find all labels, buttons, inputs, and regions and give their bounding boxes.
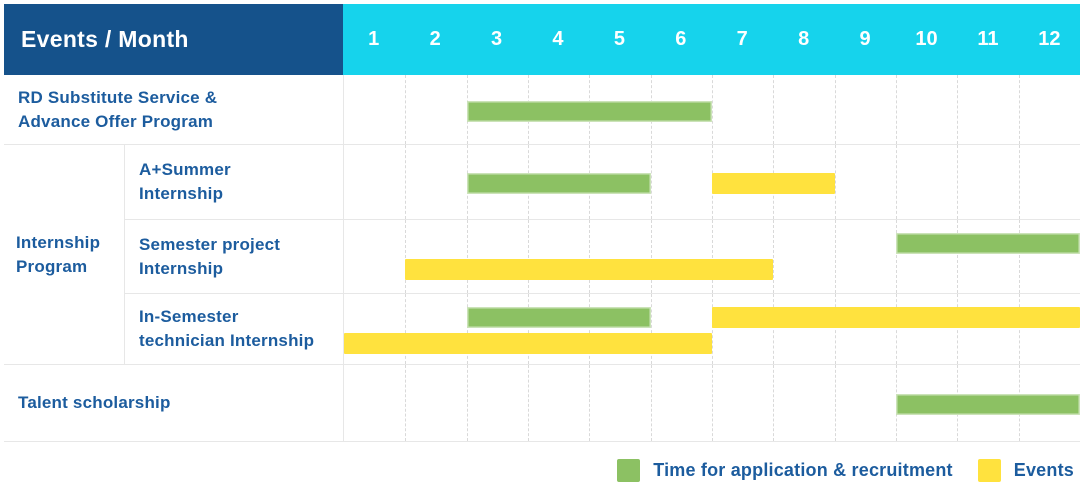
legend-item-application-recruitment: Time for application & recruitment: [617, 459, 953, 482]
month-label-5: 5: [613, 28, 625, 50]
month-label-3: 3: [490, 28, 503, 50]
legend: Time for application & recruitment Event…: [0, 459, 1080, 482]
gantt-schedule-page: Events / Month 1 2 3 4 5 6 7 8 9 10 11 12 RD Substi…: [0, 4, 1080, 498]
month-gridline: [896, 75, 897, 144]
month-gridline: [1018, 75, 1020, 144]
month-gridline: [405, 365, 407, 441]
month-label-9: 9: [859, 28, 871, 50]
timeline-semester-project-internship: [343, 220, 1080, 294]
month-gridline: [834, 365, 836, 441]
table-header-label: Events / Month: [21, 26, 189, 52]
gantt-bar-green: [466, 173, 651, 194]
row-label-line: Semester project: [139, 234, 281, 254]
month-label-6: 6: [675, 28, 687, 50]
month-gridline: [466, 294, 468, 364]
gantt-bar-green: [466, 307, 651, 328]
row-label-line: RD Substitute Service &: [18, 87, 218, 107]
month-label-11: 11: [977, 28, 999, 50]
month-label-4: 4: [552, 28, 564, 50]
month-gridline: [650, 145, 652, 219]
month-gridline: [405, 220, 407, 293]
gantt-bar-yellow: [712, 307, 1080, 328]
gantt-bar-green: [896, 394, 1080, 415]
gantt-bar-green: [466, 100, 712, 122]
month-gridline: [466, 365, 468, 441]
month-label-7: 7: [736, 28, 748, 50]
month-gridline: [834, 220, 836, 293]
gantt-bar-yellow: [405, 259, 774, 280]
row-label-line: Internship: [139, 258, 224, 278]
month-gridline: [1018, 220, 1020, 293]
month-gridline: [834, 145, 836, 219]
month-gridline: [896, 220, 897, 293]
month-gridline: [528, 365, 529, 441]
gantt-bar-green: [896, 233, 1080, 254]
month-gridline: [834, 294, 836, 364]
month-gridline: [528, 220, 529, 293]
gantt-bar-yellow: [712, 173, 835, 194]
group-label-internship-program: Internship Program: [4, 145, 124, 365]
legend-label: Time for application & recruitment: [653, 460, 953, 480]
month-label-8: 8: [798, 28, 810, 50]
month-gridline: [650, 220, 652, 293]
month-gridline: [896, 145, 897, 219]
row-label-line: Internship: [139, 184, 224, 203]
row-label-talent-scholarship: Talent scholarship: [4, 365, 343, 442]
month-gridline: [712, 365, 713, 441]
month-gridline: [589, 365, 591, 441]
legend-label: Events: [1013, 460, 1074, 480]
row-label-line: In-Semester: [139, 307, 239, 326]
month-gridline: [712, 294, 713, 364]
month-gridline: [957, 145, 959, 219]
month-gridline: [957, 294, 959, 364]
month-gridline: [405, 75, 407, 144]
table-header-months: 1 2 3 4 5 6 7 8 9 10 11 12: [343, 4, 1080, 75]
group-label-line: Internship: [16, 232, 101, 252]
month-gridline: [834, 75, 836, 144]
month-gridline: [773, 294, 775, 364]
timeline-talent-scholarship: [343, 365, 1080, 442]
row-label-line: technician Internship: [139, 331, 315, 350]
row-label-line: A+Summer: [139, 160, 231, 179]
month-gridline: [773, 75, 775, 144]
month-label-10: 10: [915, 28, 938, 50]
row-label-a-plus-summer-internship: A+Summer Internship: [124, 145, 343, 220]
timeline-rd-substitute-service: [343, 75, 1080, 145]
row-label-rd-substitute-service: RD Substitute Service & Advance Offer Pr…: [4, 75, 343, 145]
month-gridline: [957, 220, 959, 293]
month-gridline: [589, 294, 591, 364]
yellow-swatch-icon: [977, 459, 1001, 482]
row-label-semester-project-internship: Semester project Internship: [124, 220, 343, 294]
month-gridline: [405, 294, 407, 364]
month-gridline: [466, 220, 468, 293]
month-gridline: [773, 220, 775, 293]
month-gridline: [896, 294, 897, 364]
legend-item-events: Events: [977, 459, 1074, 482]
month-gridline: [712, 75, 713, 144]
month-gridline: [650, 294, 652, 364]
month-label-2: 2: [429, 28, 441, 50]
month-gridline: [957, 75, 959, 144]
table-header-events-month: Events / Month: [4, 4, 343, 75]
group-label-line: Program: [16, 256, 88, 276]
month-label-12: 12: [1038, 28, 1061, 50]
month-gridline: [773, 365, 775, 441]
month-gridline: [589, 220, 591, 293]
month-gridline: [1018, 294, 1020, 364]
month-gridline: [405, 145, 407, 219]
month-gridline: [712, 220, 713, 293]
timeline-a-plus-summer-internship: [343, 145, 1080, 220]
row-label-in-semester-technician-internship: In-Semester technician Internship: [124, 294, 343, 365]
green-swatch-icon: [617, 459, 641, 482]
month-gridline: [528, 294, 529, 364]
events-month-gantt-table: Events / Month 1 2 3 4 5 6 7 8 9 10 11 12 RD Substi…: [4, 4, 1080, 442]
month-label-1: 1: [368, 28, 380, 50]
row-label-line: Advance Offer Program: [18, 111, 214, 131]
month-gridline: [650, 365, 652, 441]
timeline-in-semester-technician-internship: [343, 294, 1080, 365]
row-label-line: Talent scholarship: [18, 393, 171, 412]
gantt-bar-yellow: [344, 333, 712, 354]
month-gridline: [1018, 145, 1020, 219]
